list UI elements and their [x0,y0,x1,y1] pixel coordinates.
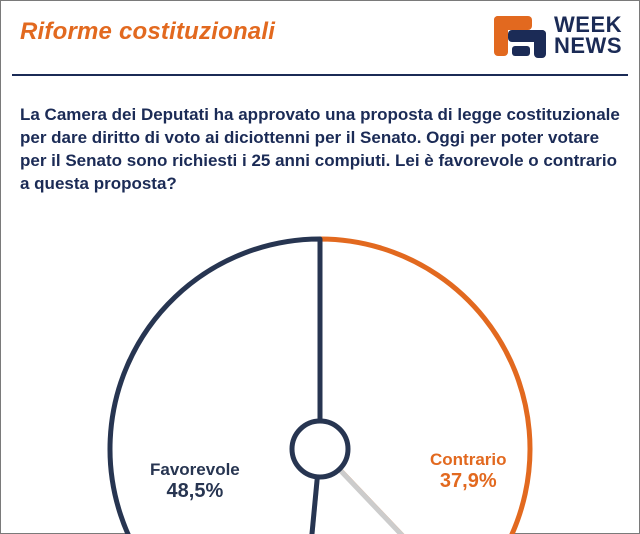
brand-logo: WEEK NEWS [492,10,622,62]
slice-value: 37,9% [430,470,507,493]
logo-text: WEEK NEWS [554,15,622,57]
slice-name: Favorevole [150,460,240,480]
slice-label-favorevole: Favorevole 48,5% [150,460,240,503]
slice-label-contrario: Contrario 37,9% [430,450,507,493]
slice-name: Contrario [430,450,507,470]
donut-hole [292,421,348,477]
chart-area [0,220,640,534]
header-separator [12,74,628,76]
slice-value: 48,5% [150,480,240,503]
header: Riforme costituzionali WEEK NEWS [0,0,640,82]
logo-line2: NEWS [554,36,622,57]
logo-mark-icon [492,10,548,62]
question-text: La Camera dei Deputati ha approvato una … [20,104,620,196]
